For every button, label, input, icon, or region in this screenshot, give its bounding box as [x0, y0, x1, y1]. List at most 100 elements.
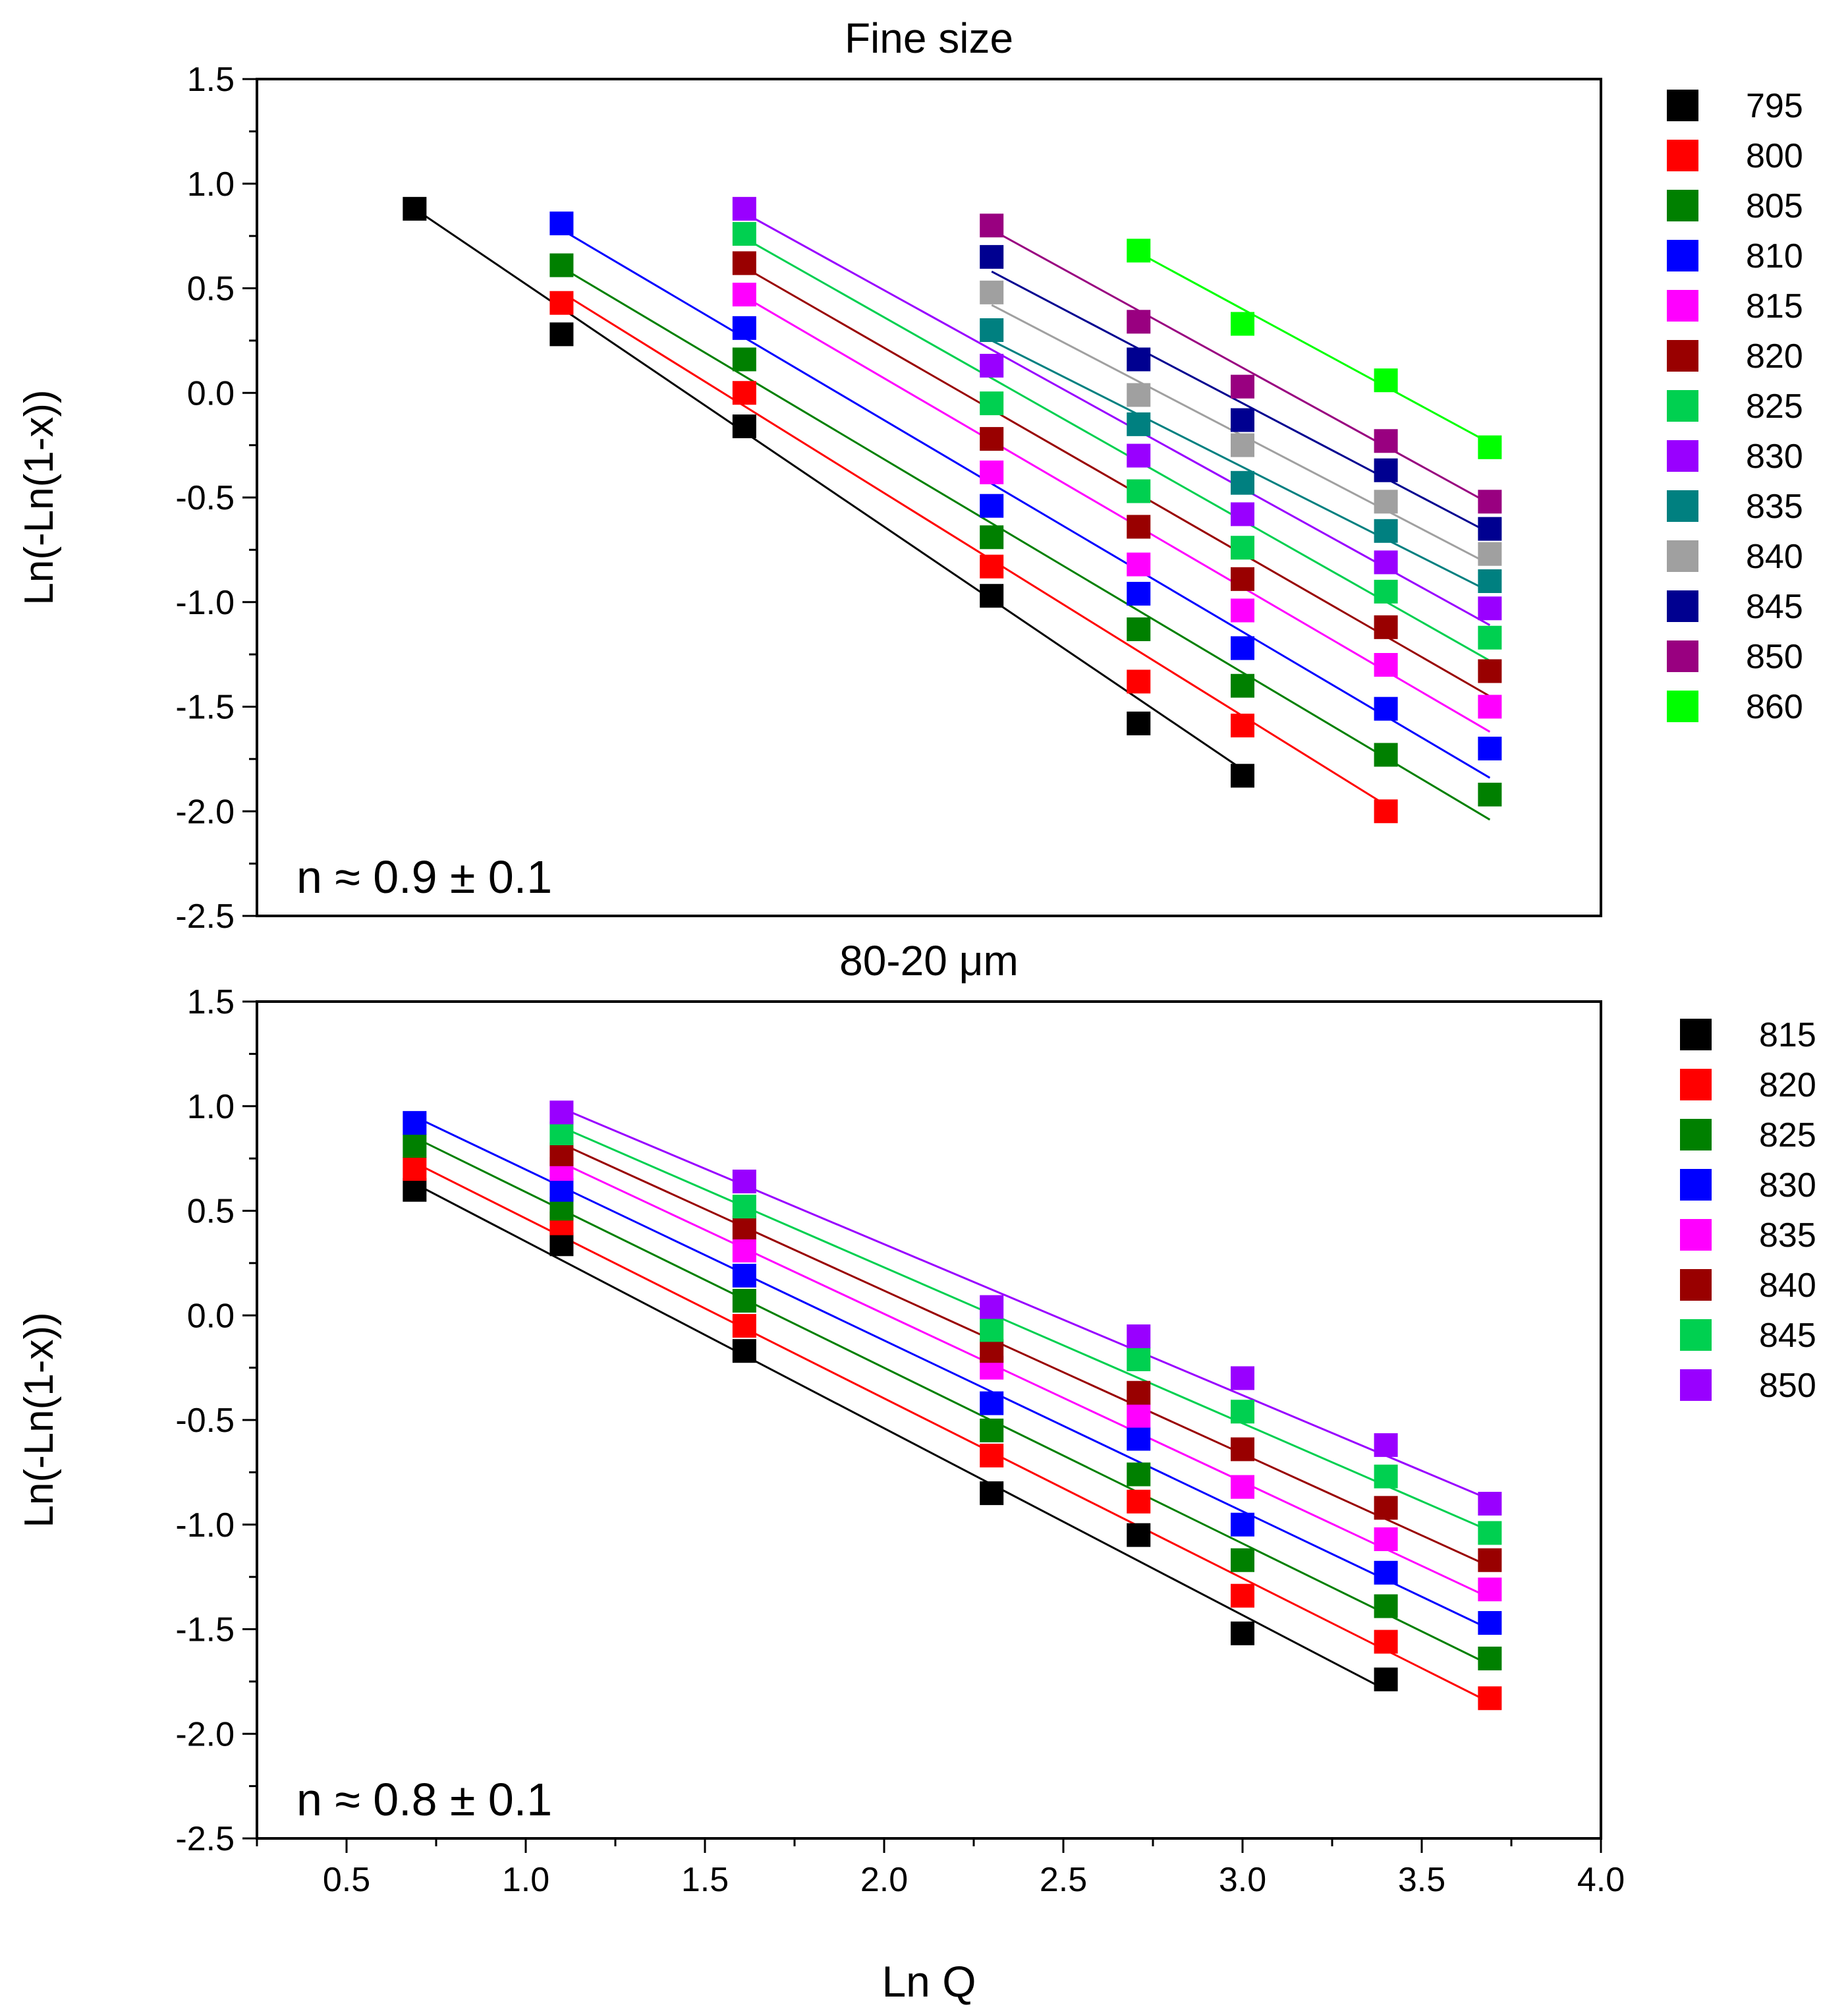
- data-point-820: [1478, 1686, 1502, 1711]
- y-axis-label: Ln(-Ln(1-x)): [16, 1312, 62, 1527]
- data-point-805: [980, 525, 1004, 550]
- data-point-835: [1127, 412, 1151, 436]
- data-point-810: [1231, 636, 1254, 660]
- data-point-820: [1127, 1489, 1151, 1514]
- data-point-810: [1478, 737, 1502, 760]
- data-point-815: [1127, 1523, 1151, 1547]
- data-point-825: [1127, 479, 1151, 503]
- data-point-805: [732, 347, 756, 372]
- data-point-800: [732, 381, 756, 405]
- data-point-835: [1478, 1577, 1502, 1602]
- fit-line-825: [744, 237, 1491, 662]
- data-point-830: [403, 1111, 427, 1135]
- data-point-845: [1231, 408, 1254, 432]
- fit-line-820: [414, 1162, 1491, 1703]
- legend-label-835: 835: [1746, 488, 1803, 526]
- y-tick-label: 1.5: [187, 61, 235, 99]
- fit-line-835: [991, 339, 1491, 593]
- y-tick-label: 1.5: [187, 983, 235, 1021]
- y-tick-label: 1.0: [187, 165, 235, 204]
- data-point-840: [549, 1142, 574, 1166]
- data-point-825: [1127, 1462, 1151, 1487]
- y-tick-label: -2.5: [175, 1820, 235, 1858]
- data-point-825: [1231, 1548, 1254, 1572]
- legend-swatch-815: [1667, 290, 1698, 322]
- data-point-850: [1127, 1324, 1151, 1348]
- data-point-795: [1127, 711, 1151, 735]
- fit-line-840: [561, 1143, 1490, 1568]
- data-point-830: [1127, 443, 1151, 468]
- x-tick-label: 2.0: [860, 1861, 908, 1899]
- data-point-825: [1231, 536, 1254, 560]
- panel-fine-size: Fine size Ln(-Ln(1-x)) 1.5 1.0 0.5 0.0 -0.5 -1.…: [16, 14, 1803, 936]
- x-tick-label: 3.5: [1398, 1861, 1445, 1899]
- legend-label-840: 840: [1759, 1266, 1816, 1305]
- data-point-845: [1478, 1521, 1502, 1545]
- legend-swatch-850: [1667, 640, 1698, 672]
- x-axis-label: Ln Q: [882, 1957, 976, 2006]
- data-point-820: [1231, 1583, 1254, 1608]
- legend-swatch-800: [1667, 140, 1698, 171]
- legend-label-825: 825: [1759, 1116, 1816, 1154]
- data-point-820: [1478, 659, 1502, 683]
- legend-swatch-825: [1680, 1119, 1712, 1150]
- fit-line-830: [414, 1116, 1491, 1630]
- data-point-830: [1478, 1610, 1502, 1635]
- data-point-830: [1127, 1427, 1151, 1451]
- panel-80-20-um: 80-20 μm Ln(-Ln(1-x)) 1.5 1.0 0.5 0.0 -0.5 -1.0…: [16, 937, 1816, 1899]
- panel-title: Fine size: [845, 14, 1013, 62]
- legend-label-835: 835: [1759, 1216, 1816, 1255]
- x-tick-label: 4.0: [1577, 1861, 1625, 1899]
- data-point-815: [403, 1178, 427, 1202]
- data-point-845: [1231, 1400, 1254, 1424]
- data-point-840: [980, 1339, 1004, 1363]
- legend-swatch-810: [1667, 240, 1698, 271]
- y-tick-label: 0.0: [187, 374, 235, 412]
- fit-line-845: [991, 270, 1491, 534]
- fit-line-800: [561, 291, 1387, 806]
- data-point-800: [980, 554, 1004, 579]
- data-point-850: [1478, 490, 1502, 514]
- data-point-835: [1478, 569, 1502, 593]
- data-point-825: [1374, 1594, 1398, 1618]
- data-point-840: [732, 1215, 756, 1239]
- data-point-830: [1231, 502, 1254, 526]
- data-point-830: [732, 1263, 756, 1288]
- legend-label-845: 845: [1746, 588, 1803, 626]
- data-point-830: [980, 353, 1004, 378]
- legend-label-830: 830: [1759, 1166, 1816, 1205]
- data-point-840: [1478, 542, 1502, 566]
- y-tick-label: -2.5: [175, 897, 235, 936]
- legend-label-820: 820: [1759, 1066, 1816, 1104]
- legend-swatch-835: [1667, 490, 1698, 522]
- legend-label-810: 810: [1746, 237, 1803, 275]
- data-point-850: [549, 1100, 574, 1125]
- data-point-815: [732, 1339, 756, 1363]
- data-point-820: [403, 1157, 427, 1181]
- y-tick-label: -1.5: [175, 1611, 235, 1649]
- data-point-830: [1478, 596, 1502, 621]
- y-tick-label: 0.5: [187, 1193, 235, 1231]
- x-tick-label: 0.5: [323, 1861, 370, 1899]
- legend-label-860: 860: [1746, 688, 1803, 726]
- data-point-830: [980, 1391, 1004, 1415]
- panel-title: 80-20 μm: [839, 937, 1019, 984]
- legend-label-795: 795: [1746, 87, 1803, 125]
- data-point-850: [980, 213, 1004, 238]
- data-point-835: [1231, 1475, 1254, 1499]
- data-point-800: [1374, 799, 1398, 824]
- data-point-820: [1127, 515, 1151, 539]
- data-point-795: [732, 414, 756, 439]
- data-point-815: [549, 1232, 574, 1257]
- legend-swatch-830: [1680, 1169, 1712, 1201]
- data-point-815: [1127, 552, 1151, 577]
- data-point-835: [1374, 1527, 1398, 1551]
- data-point-860: [1231, 312, 1254, 336]
- fit-line-845: [561, 1126, 1490, 1532]
- fit-line-850: [991, 229, 1491, 505]
- data-point-845: [1374, 1464, 1398, 1489]
- data-point-805: [1374, 743, 1398, 767]
- data-point-810: [732, 316, 756, 340]
- data-point-825: [732, 1289, 756, 1313]
